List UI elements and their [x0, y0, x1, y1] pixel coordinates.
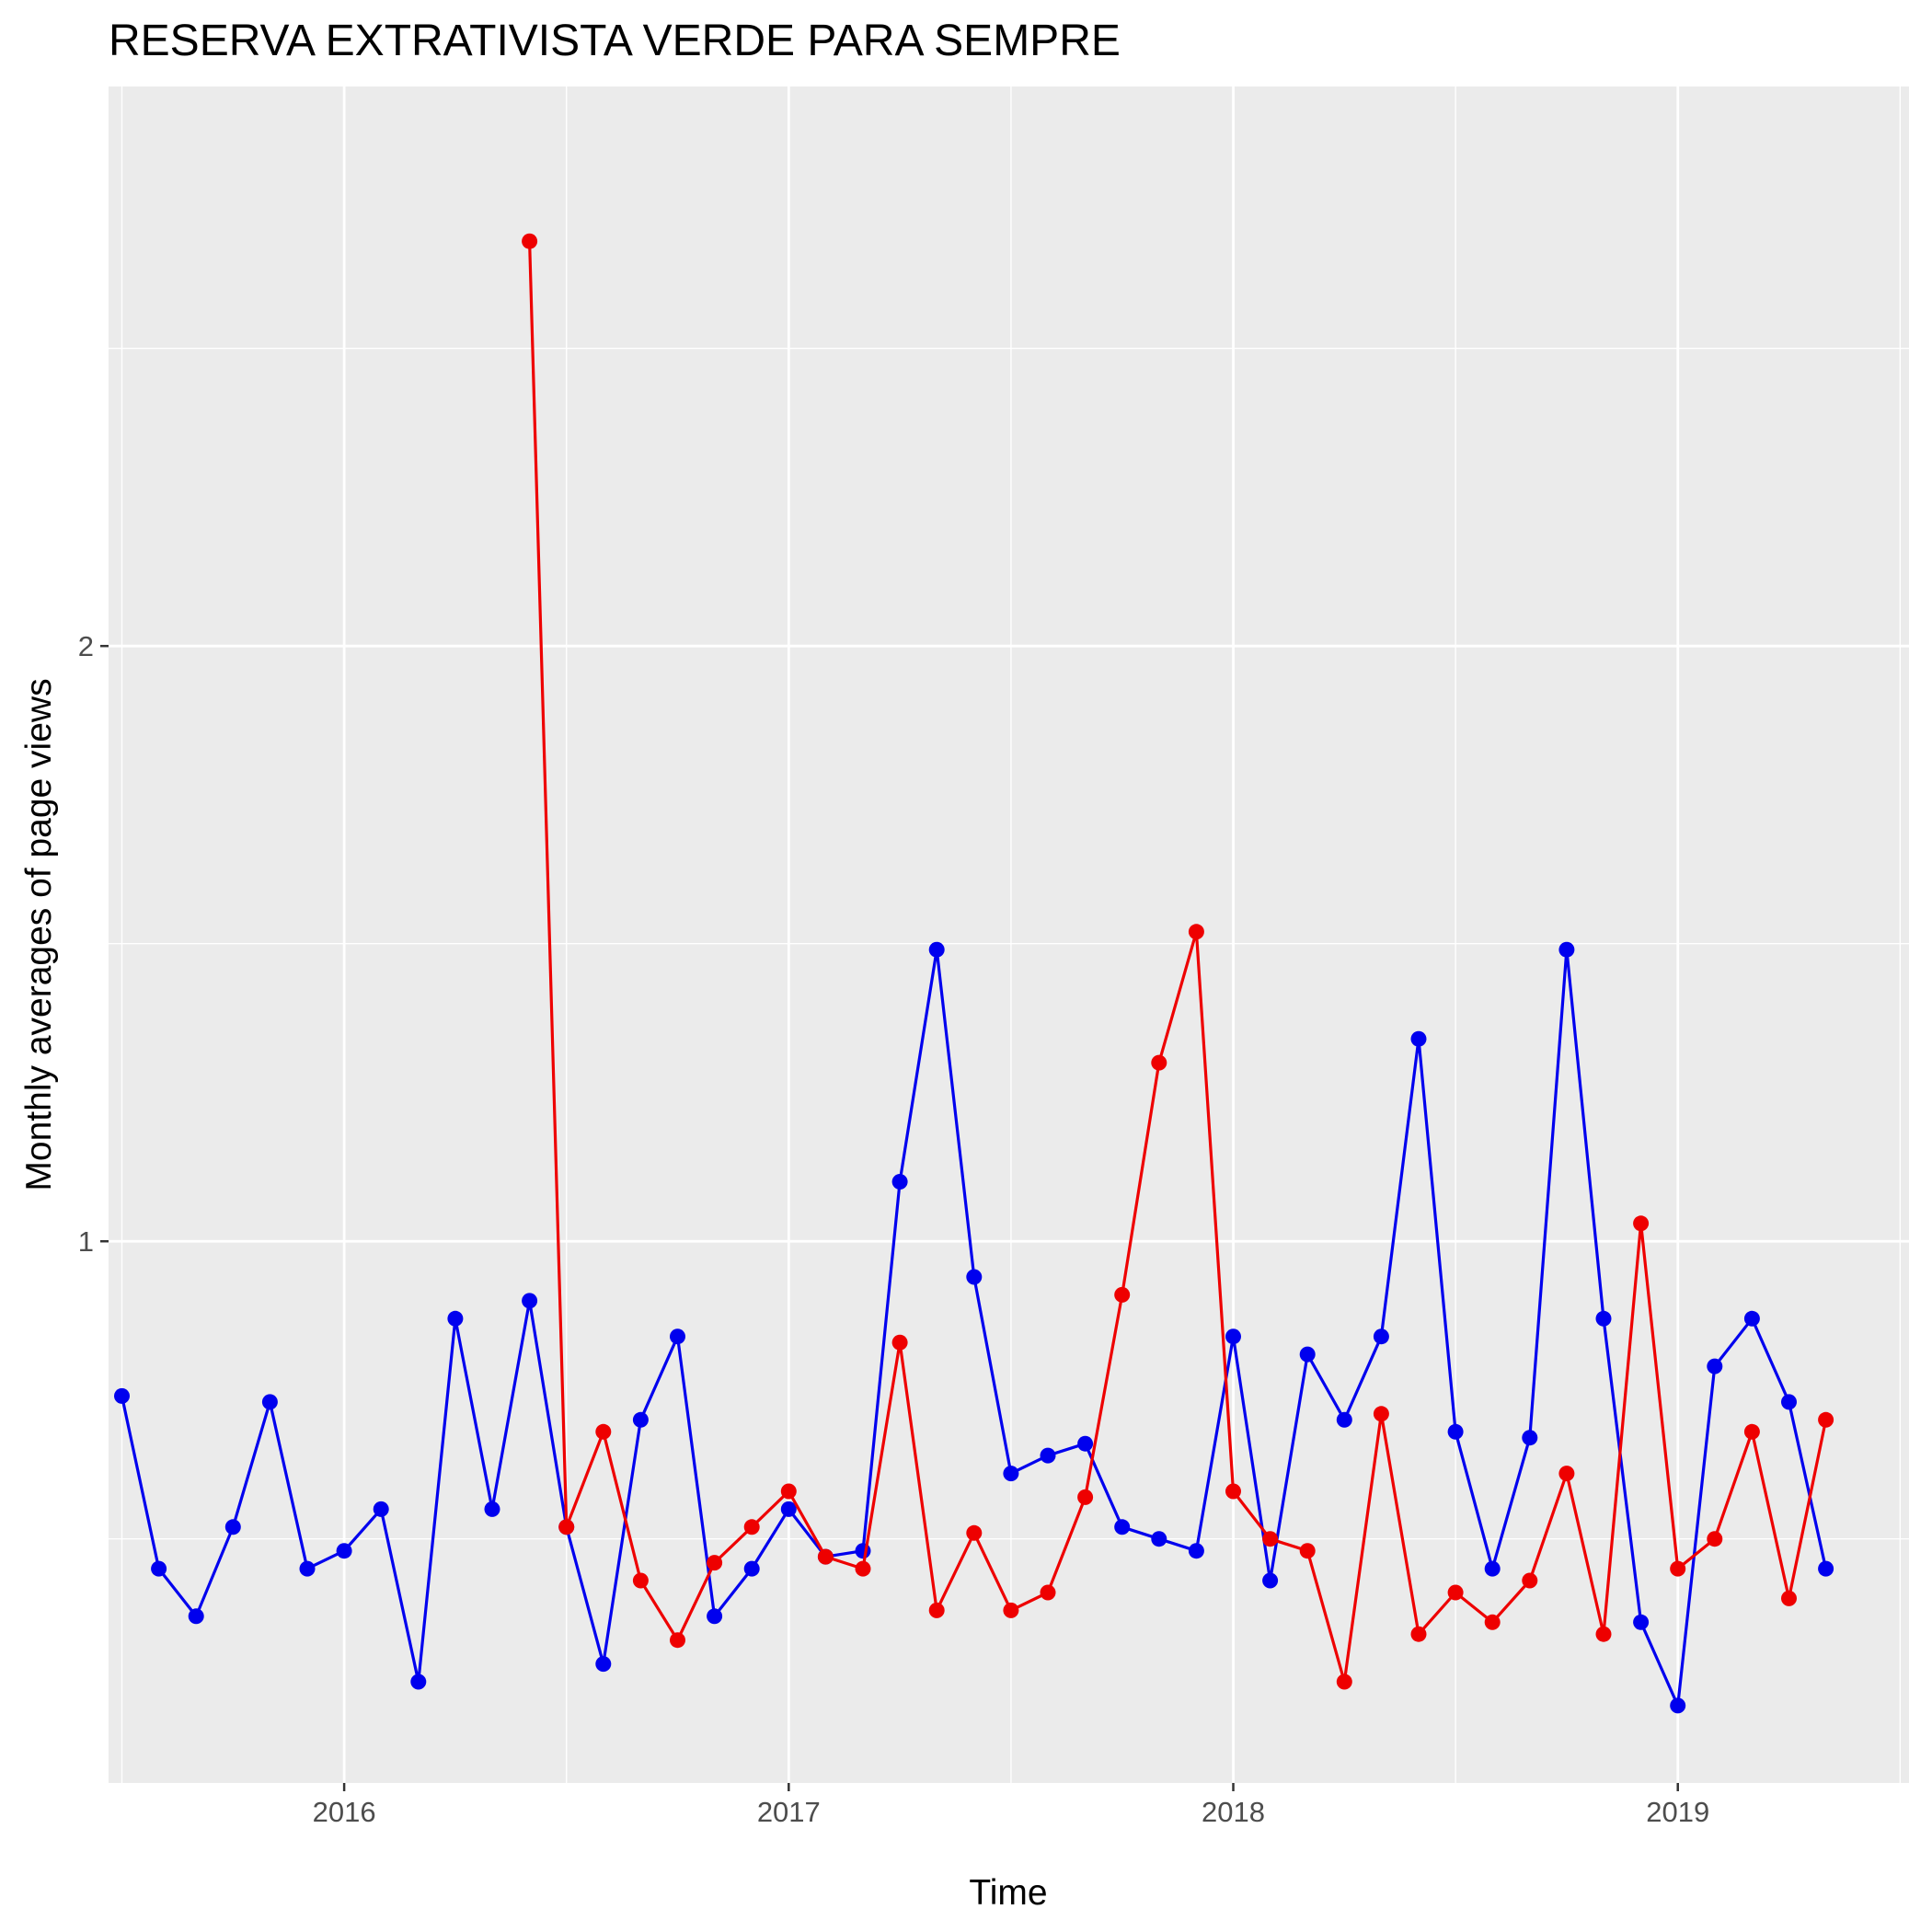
data-point: [1336, 1411, 1352, 1428]
gridlines: [109, 86, 1909, 1783]
data-point: [1077, 1435, 1094, 1452]
data-point: [891, 1174, 908, 1190]
data-point: [780, 1483, 797, 1500]
data-point: [1373, 1406, 1389, 1422]
data-point: [1188, 924, 1204, 940]
x-tick-label: 2017: [757, 1796, 821, 1828]
data-point: [1077, 1489, 1094, 1505]
chart-title: RESERVA EXTRATIVISTA VERDE PARA SEMPRE: [109, 17, 1121, 65]
data-point: [188, 1608, 204, 1625]
data-point: [632, 1572, 649, 1589]
data-point: [743, 1519, 760, 1535]
data-point: [522, 233, 538, 249]
series-2: [522, 233, 1834, 1690]
data-point: [1595, 1310, 1612, 1327]
data-point: [1336, 1673, 1352, 1690]
data-point: [855, 1560, 871, 1577]
data-point: [1818, 1411, 1834, 1428]
data-point: [1299, 1543, 1316, 1559]
data-point: [1447, 1584, 1464, 1601]
data-point: [1447, 1423, 1464, 1440]
data-point: [114, 1387, 130, 1404]
data-point: [1225, 1483, 1241, 1500]
data-point: [1262, 1531, 1279, 1547]
data-point: [780, 1501, 797, 1517]
data-point: [1633, 1614, 1650, 1630]
data-point: [299, 1560, 316, 1577]
data-point: [670, 1632, 685, 1649]
data-point: [1373, 1328, 1389, 1345]
data-point: [1670, 1697, 1686, 1714]
data-point: [1707, 1358, 1723, 1374]
data-point: [484, 1501, 500, 1517]
data-point: [928, 941, 945, 958]
data-point: [1743, 1310, 1760, 1327]
data-point: [373, 1501, 389, 1517]
data-point: [1003, 1466, 1019, 1482]
data-point: [855, 1543, 871, 1559]
x-axis-title: Time: [969, 1873, 1047, 1913]
series-layer: [114, 233, 1834, 1714]
data-point: [1522, 1572, 1538, 1589]
data-point: [1299, 1346, 1316, 1363]
data-point: [1781, 1590, 1797, 1606]
data-point: [1188, 1543, 1204, 1559]
data-point: [743, 1560, 760, 1577]
data-point: [632, 1411, 649, 1428]
data-point: [224, 1519, 241, 1535]
data-point: [410, 1673, 427, 1690]
x-tick-label: 2018: [1202, 1796, 1265, 1828]
data-point: [670, 1328, 685, 1345]
data-point: [1262, 1572, 1279, 1589]
data-point: [447, 1310, 464, 1327]
data-point: [336, 1543, 352, 1559]
data-point: [1410, 1626, 1427, 1642]
y-axis-title: Monthly averages of page views: [19, 678, 59, 1190]
plot-background: [109, 86, 1909, 1783]
data-point: [1818, 1560, 1834, 1577]
data-point: [1522, 1430, 1538, 1446]
data-point: [707, 1555, 723, 1571]
data-point: [1558, 941, 1575, 958]
data-point: [1225, 1328, 1241, 1345]
data-point: [966, 1524, 983, 1541]
data-point: [1151, 1054, 1167, 1071]
data-point: [891, 1334, 908, 1351]
data-point: [1595, 1626, 1612, 1642]
data-point: [1484, 1614, 1501, 1630]
data-point: [928, 1602, 945, 1618]
data-point: [1040, 1447, 1056, 1464]
y-tick-label: 1: [78, 1225, 94, 1258]
y-tick-label: 2: [78, 630, 94, 662]
data-point: [1633, 1215, 1650, 1232]
data-point: [1040, 1584, 1056, 1601]
data-point: [1558, 1466, 1575, 1482]
data-point: [1781, 1394, 1797, 1410]
series-2-line: [528, 241, 1828, 1684]
data-point: [522, 1293, 538, 1309]
x-tick-label: 2019: [1646, 1796, 1709, 1828]
data-point: [151, 1560, 167, 1577]
data-point: [595, 1423, 612, 1440]
data-point: [966, 1269, 983, 1285]
data-point: [1743, 1423, 1760, 1440]
data-point: [1484, 1560, 1501, 1577]
data-point: [261, 1394, 278, 1410]
data-point: [595, 1656, 612, 1673]
x-axis: 2016 2017 2018 2019: [313, 1783, 1709, 1828]
data-point: [1151, 1531, 1167, 1547]
data-point: [1707, 1531, 1723, 1547]
data-point: [558, 1519, 575, 1535]
data-point: [1410, 1030, 1427, 1047]
x-tick-label: 2016: [313, 1796, 376, 1828]
data-point: [1003, 1602, 1019, 1618]
data-point: [1114, 1519, 1131, 1535]
data-point: [1670, 1560, 1686, 1577]
data-point: [817, 1548, 834, 1565]
y-axis: 12: [78, 630, 109, 1258]
data-point: [707, 1608, 723, 1625]
data-point: [1114, 1286, 1131, 1303]
